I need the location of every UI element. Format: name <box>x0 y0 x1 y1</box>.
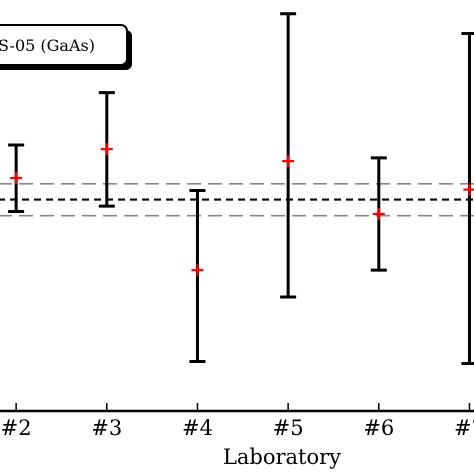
legend-text: S-05 (GaAs) <box>0 36 95 55</box>
legend: S-05 (GaAs) <box>0 24 132 70</box>
x-tick-label: #2 <box>1 416 32 440</box>
legend-box <box>0 24 128 66</box>
reference-lines <box>0 183 474 217</box>
x-tick-label: #4 <box>182 416 213 440</box>
x-tick-labels: #2 #3 #4 #5 #6 #7 <box>1 416 474 440</box>
x-tick-label: #3 <box>91 416 122 440</box>
marker-lab-2 <box>10 172 23 185</box>
errorbar-lab-7 <box>461 32 474 366</box>
marker-lab-4 <box>191 264 204 277</box>
x-tick-label: #6 <box>363 416 394 440</box>
x-tick-label: #5 <box>273 416 304 440</box>
marker-lab-6 <box>372 207 385 220</box>
marker-lab-5 <box>282 155 295 168</box>
x-tick-label: #7 <box>454 416 474 440</box>
marker-lab-3 <box>100 143 113 156</box>
x-axis-label: Laboratory <box>223 445 341 469</box>
tick-marks <box>15 403 471 411</box>
data-markers <box>10 143 474 277</box>
marker-lab-7 <box>463 183 474 196</box>
